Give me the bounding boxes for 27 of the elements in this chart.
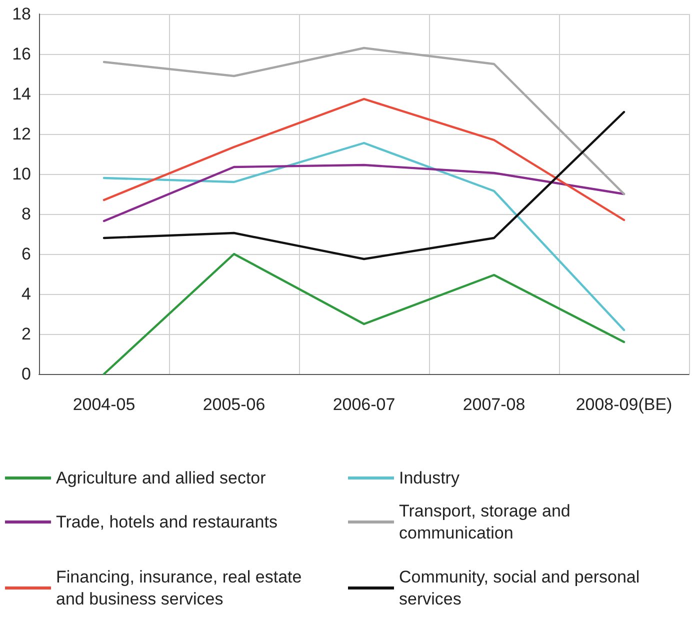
x-tick-label: 2007-08: [462, 395, 526, 414]
legend-label: Community, social and personal services: [399, 568, 644, 608]
x-tick-label: 2006-07: [332, 395, 396, 414]
line-series: [102, 46, 626, 196]
y-tick-label: 8: [22, 204, 31, 224]
y-tick-label: 6: [22, 244, 31, 264]
legend-label: Financing, insurance, real estate and business services: [56, 568, 306, 608]
y-tick-label: 0: [22, 364, 31, 384]
y-tick-label: 12: [12, 124, 31, 144]
x-tick-label: 2008-09(BE): [576, 395, 672, 414]
line-series: [102, 110, 626, 260]
line-series: [102, 252, 626, 376]
line-series: [102, 164, 626, 222]
y-tick-label: 14: [12, 84, 31, 104]
legend-label: Industry: [399, 468, 460, 488]
legend-label: Trade, hotels and restaurants: [56, 512, 278, 532]
x-tick-label: 2004-05: [72, 395, 136, 414]
legend-label: Transport, storage and communication: [399, 502, 576, 542]
x-tick-label: 2005-06: [202, 395, 266, 414]
y-tick-label: 18: [12, 4, 31, 24]
y-tick-label: 2: [22, 324, 31, 344]
line-series: [102, 142, 626, 332]
legend-label: Agriculture and allied sector: [56, 468, 266, 488]
y-tick-label: 16: [12, 44, 31, 64]
y-tick-label: 10: [12, 164, 31, 184]
line-series: [102, 98, 626, 222]
y-tick-label: 4: [22, 284, 31, 304]
